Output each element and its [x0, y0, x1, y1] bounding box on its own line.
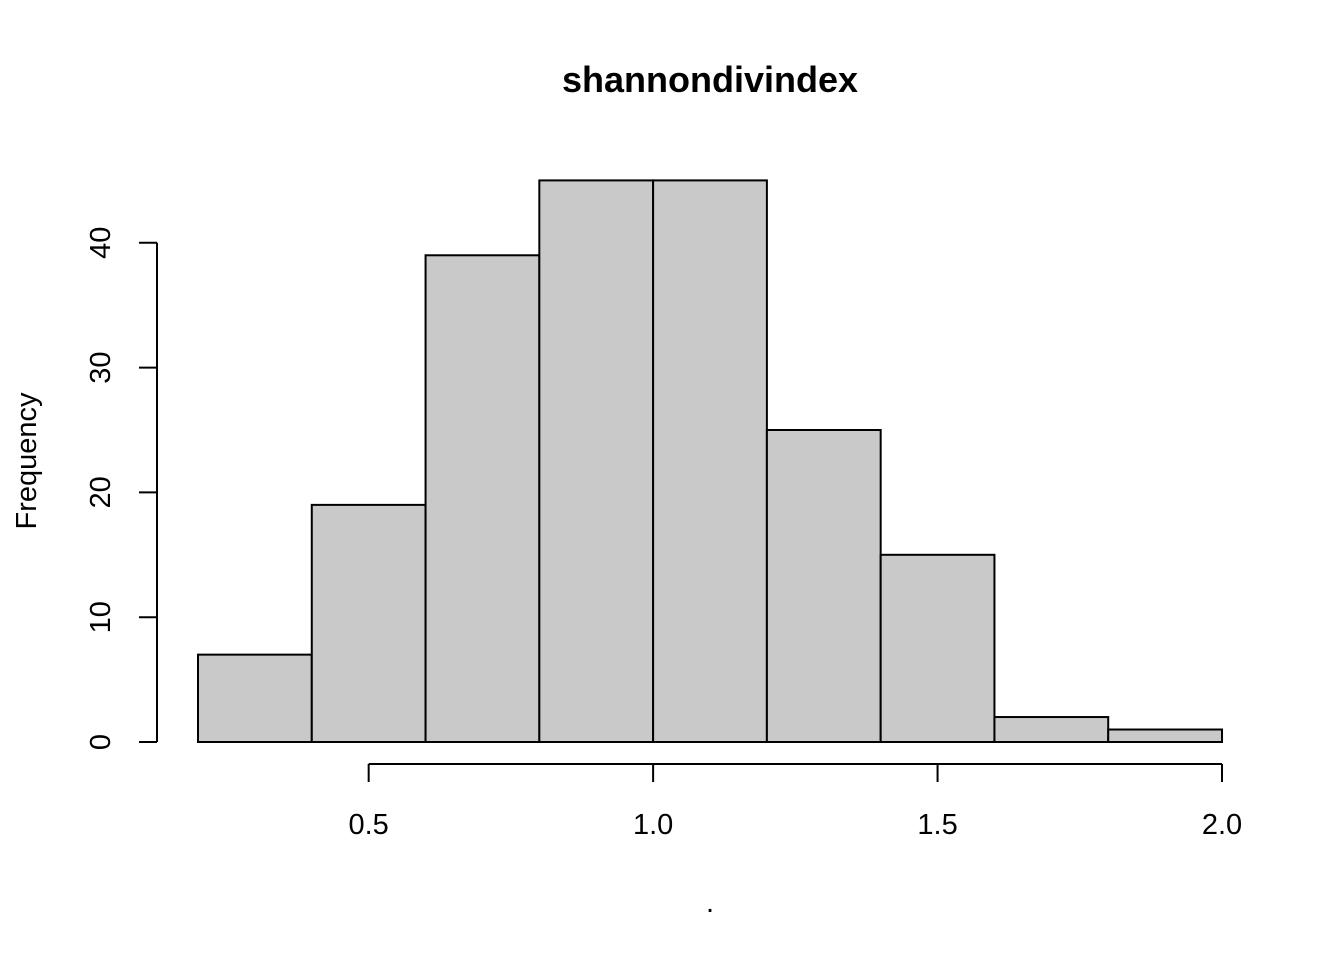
histogram-bar-6	[765, 429, 882, 743]
x-axis: 0.5 1.0 1.5 2.0	[349, 763, 1242, 841]
y-tick-label: 30	[85, 351, 117, 383]
x-tick-label: 1.5	[917, 809, 957, 841]
x-tick-label: 1.0	[633, 809, 673, 841]
histogram-bar-4	[538, 179, 655, 743]
histogram-bar-3	[424, 254, 541, 743]
histogram-bar-1	[197, 653, 313, 744]
y-axis-label: Frequency	[11, 392, 43, 530]
histogram-bar-5	[652, 179, 768, 743]
histogram-bar-7	[879, 553, 996, 743]
y-tick-label: 10	[85, 601, 117, 633]
y-tick-label: 0	[85, 734, 117, 750]
chart-title: shannondivindex	[562, 59, 858, 100]
histogram-bar-8	[993, 716, 1110, 743]
x-tick-label: 2.0	[1202, 809, 1242, 841]
histogram-bar-2	[310, 503, 427, 743]
histogram-bar-9	[1107, 728, 1223, 744]
y-tick-label: 40	[85, 227, 117, 259]
x-axis-label: .	[706, 887, 714, 919]
y-tick-label: 20	[85, 476, 117, 508]
y-axis: 0 10 20 30 40	[85, 227, 158, 750]
x-tick-label: 0.5	[349, 809, 389, 841]
histogram-bars	[197, 179, 1223, 744]
